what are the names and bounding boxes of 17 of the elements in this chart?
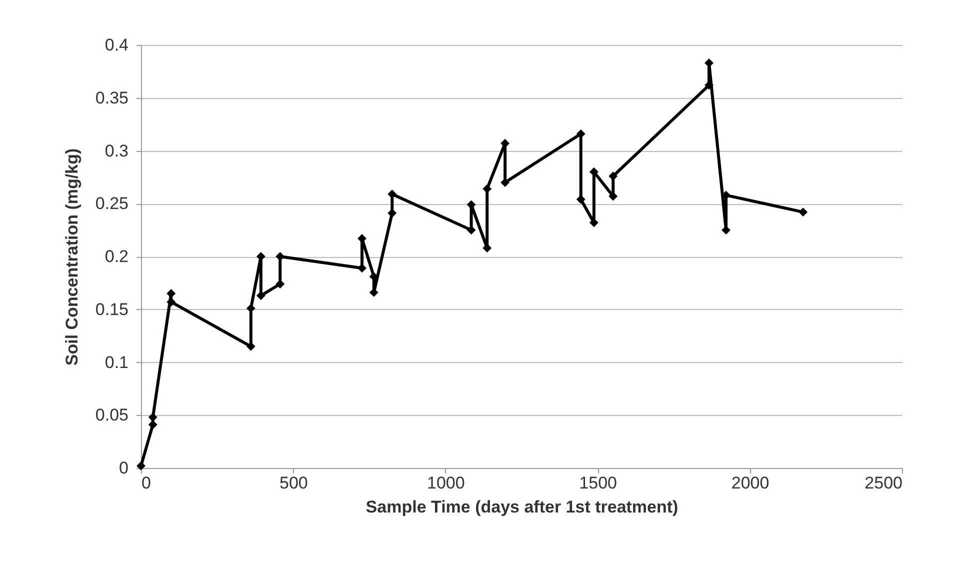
x-tick-label: 2000 <box>731 474 770 492</box>
y-tick-label: 0.25 <box>95 194 128 214</box>
x-tick-label: 2500 <box>864 474 902 492</box>
y-tick-label: 0.35 <box>95 88 128 108</box>
x-axis-title: Sample Time (days after 1st treatment) <box>366 498 678 516</box>
y-tick-label: 0.15 <box>95 300 128 319</box>
x-tick-label: 500 <box>280 474 308 492</box>
y-tick-label: 0.2 <box>104 247 128 266</box>
y-tick-label: 0.3 <box>104 141 128 160</box>
x-tick-label: 1000 <box>426 474 465 492</box>
y-tick-label: 0 <box>119 458 128 478</box>
x-tick-label: 0 <box>142 474 151 492</box>
y-tick-label: 0.05 <box>95 406 128 425</box>
y-tick-label: 0.1 <box>104 352 128 372</box>
y-axis-title: Soil Concentration (mg/kg) <box>62 148 82 366</box>
x-tick-label: 1500 <box>579 474 618 492</box>
y-tick-label: 0.4 <box>104 36 128 54</box>
